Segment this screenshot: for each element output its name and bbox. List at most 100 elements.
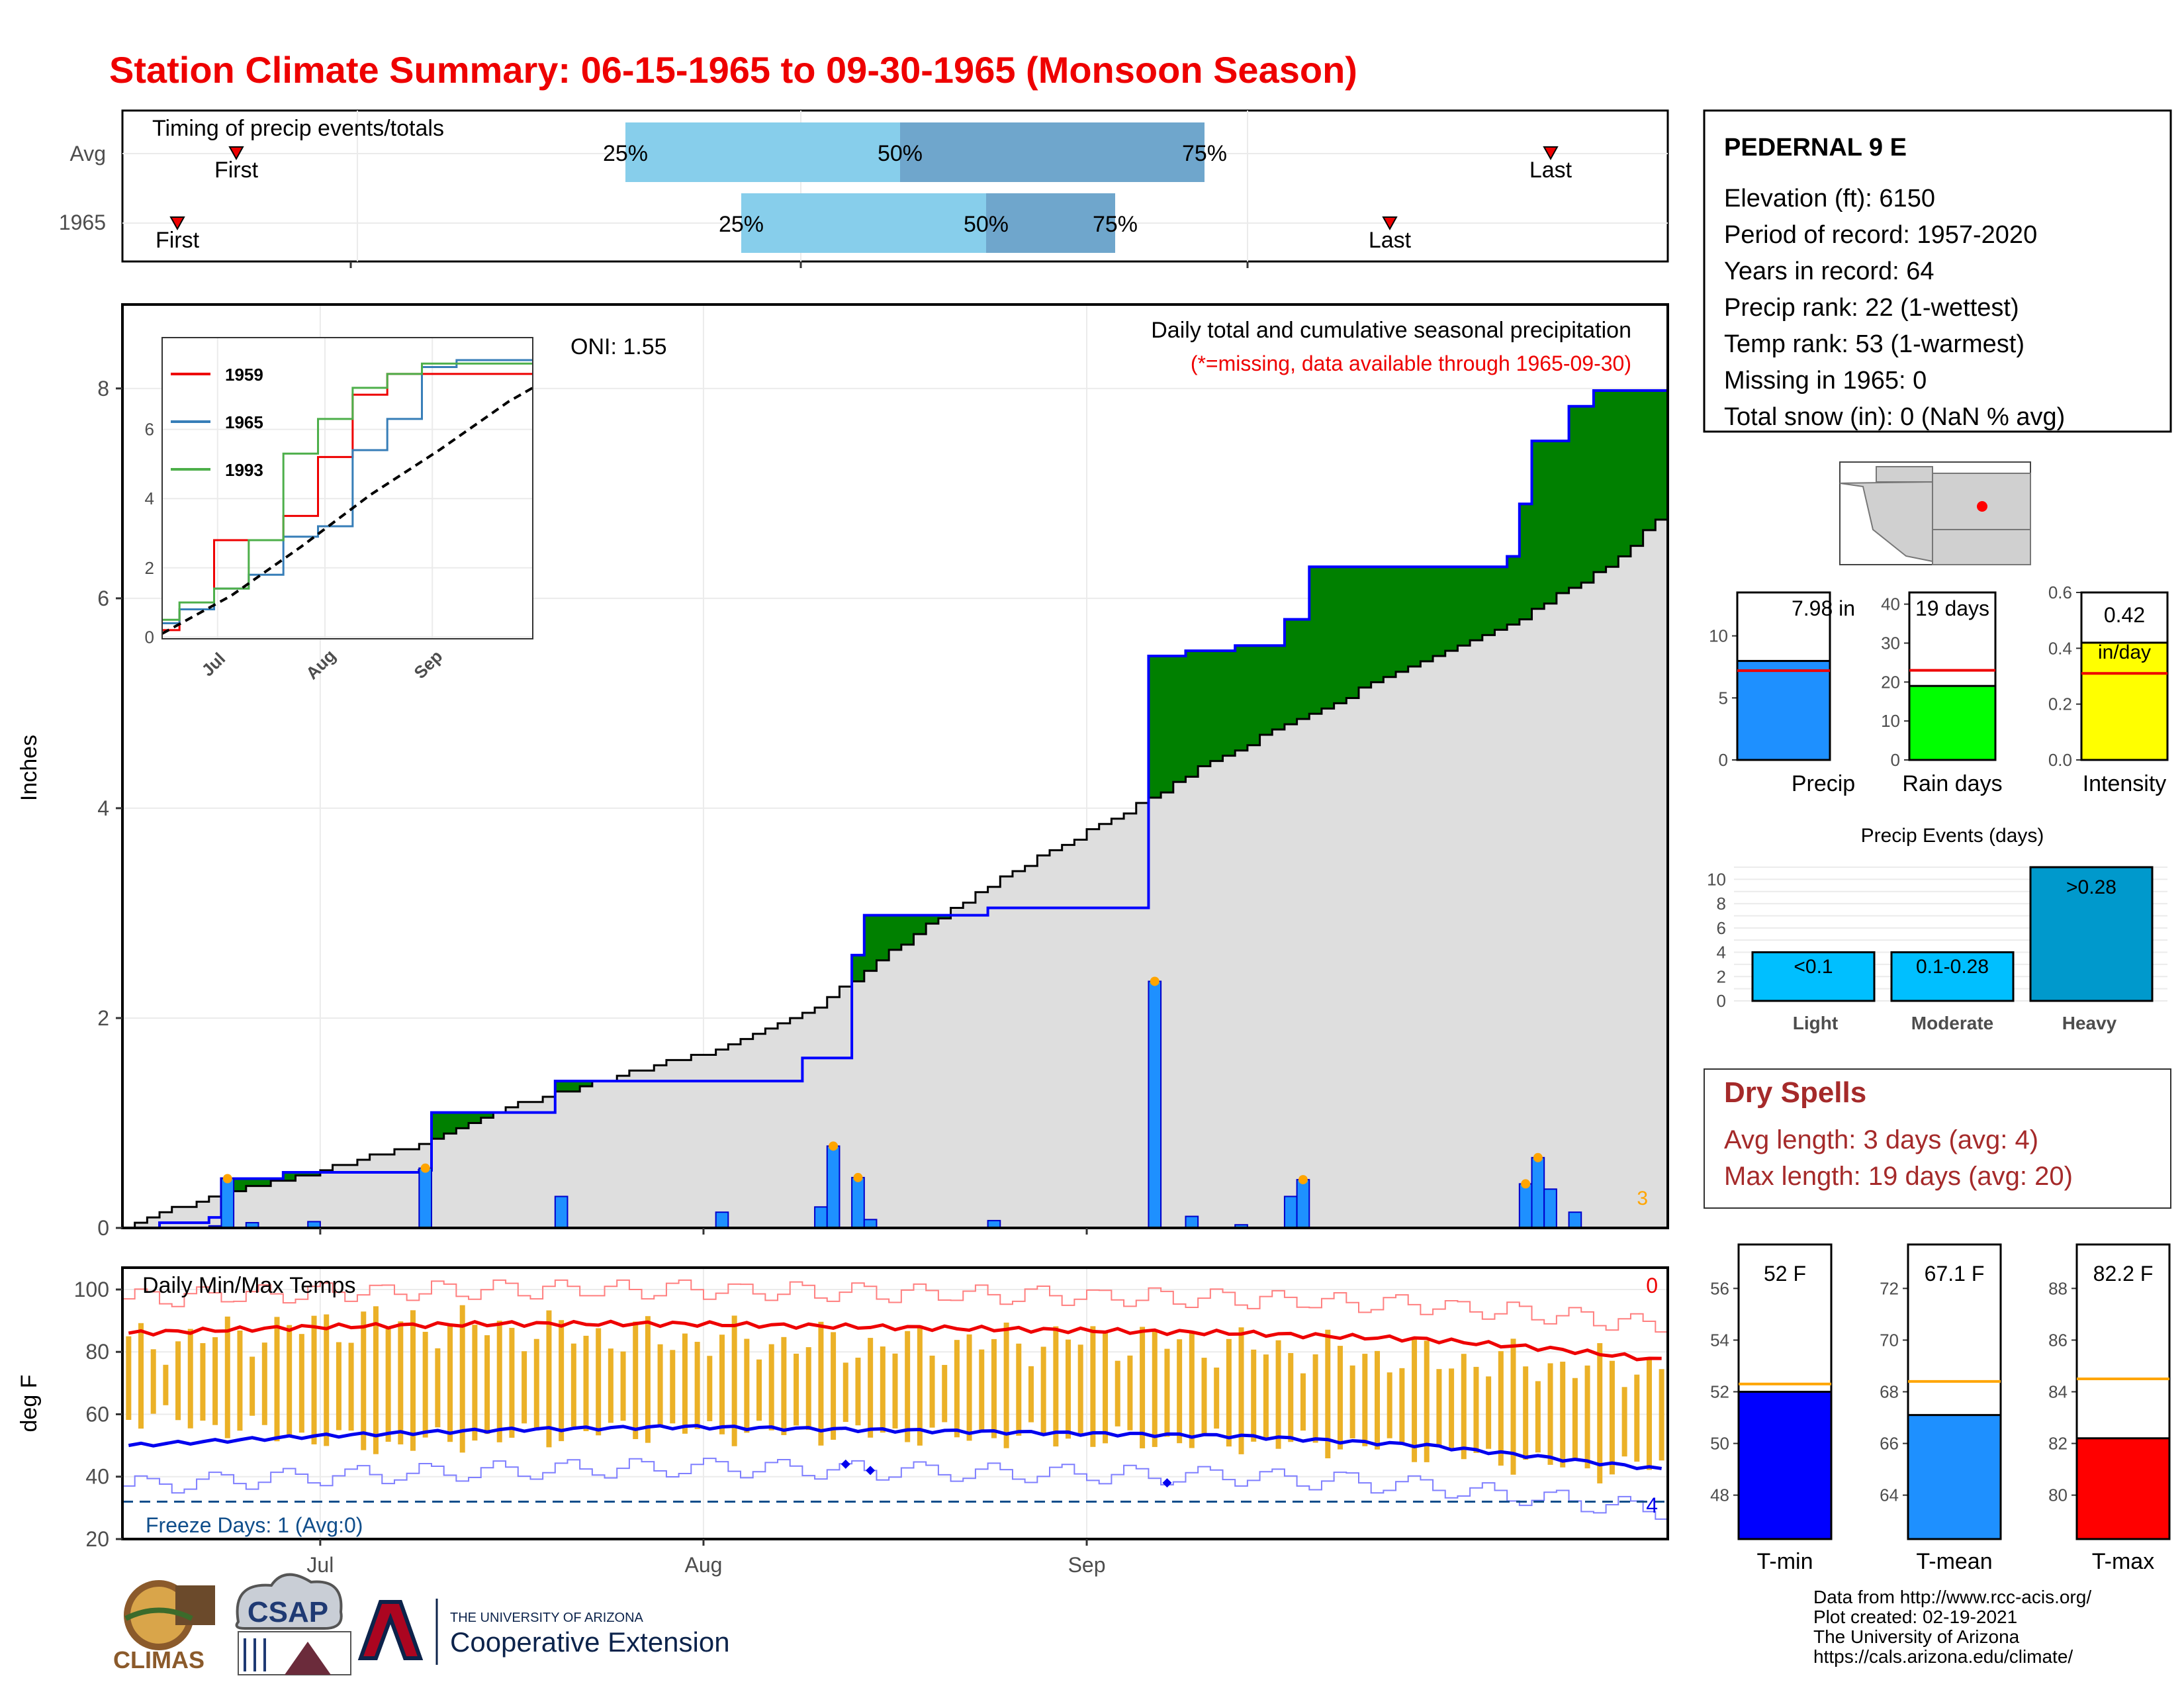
tmin-summary: 48 50 52 54 56 52 F T-min — [1710, 1243, 1833, 1574]
events-label-heavy: >0.28 — [2066, 876, 2116, 898]
events-bar-heavy — [2029, 866, 2154, 1002]
page-title: Station Climate Summary: 06-15-1965 to 0… — [109, 49, 1357, 91]
events-x-heavy: Heavy — [2062, 1013, 2117, 1033]
temp-summary-tick: 82 — [2048, 1434, 2068, 1454]
footer-line-4: https://cals.arizona.edu/climate/ — [1813, 1646, 2073, 1667]
daily-precip-bar — [1148, 980, 1162, 1229]
daily-temp-bar — [1634, 1374, 1640, 1462]
csap-logo: CSAP — [235, 1573, 351, 1675]
tmax-value-label: 82.2 F — [2093, 1262, 2154, 1286]
summary-tick: 0 — [1891, 750, 1900, 770]
daily-temp-bar — [1609, 1360, 1615, 1475]
daily-temp-bar — [1436, 1369, 1442, 1447]
events-x-light: Light — [1793, 1013, 1838, 1033]
tmax-bar — [2075, 1437, 2171, 1540]
main-x-ticks — [319, 1228, 1088, 1235]
ua-small-text: THE UNIVERSITY OF ARIZONA — [450, 1611, 644, 1625]
daily-temp-bar — [398, 1321, 404, 1445]
station-line-1: Elevation (ft): 6150 — [1724, 185, 1935, 212]
summary-tick: 20 — [1881, 672, 1900, 692]
daily-temp-bar — [707, 1356, 713, 1421]
daily-temp-bar — [1066, 1339, 1071, 1439]
daily-precip-bar — [554, 1196, 569, 1229]
temp-summary-tick: 84 — [2048, 1382, 2068, 1402]
daily-temp-bar — [818, 1321, 824, 1446]
daily-temp-bar — [298, 1334, 304, 1433]
events-y-tick: 2 — [1717, 966, 1726, 986]
daily-temp-bar — [855, 1357, 861, 1426]
inset-y-tick: 6 — [145, 420, 154, 440]
events-label-moderate: 0.1-0.28 — [1916, 956, 1989, 978]
inset-lines — [161, 359, 533, 635]
daily-temp-bar — [261, 1342, 267, 1425]
year-first-label: First — [156, 228, 200, 253]
avg-25-50-bar — [625, 122, 900, 182]
ua-big-text: Cooperative Extension — [450, 1626, 730, 1658]
station-line-2: Period of record: 1957-2020 — [1724, 221, 2037, 249]
daily-temp-bar — [966, 1334, 972, 1441]
events-y-tick: 6 — [1717, 918, 1726, 938]
temp-x-tick-aug: Aug — [684, 1553, 722, 1577]
daily-temp-bar — [694, 1342, 700, 1429]
record-marker — [1298, 1175, 1308, 1185]
daily-temp-bar — [1238, 1327, 1244, 1454]
tmean-bar — [1907, 1414, 2002, 1540]
daily-temp-bar — [324, 1314, 330, 1446]
record-marker — [853, 1172, 863, 1182]
daily-temp-bar — [237, 1330, 243, 1431]
daily-temp-bar — [645, 1316, 651, 1443]
temp-summary-tick: 68 — [1880, 1382, 1899, 1402]
inset-line-avg — [161, 387, 533, 635]
daily-temp-bar — [1226, 1338, 1232, 1447]
intensity-summary: 0.0 0.2 0.4 0.6 0.42 in/day Intensity — [2048, 583, 2169, 796]
avg-min-line — [128, 1424, 1662, 1471]
daily-temp-bar — [250, 1356, 255, 1416]
dry-spells-line-1: Avg length: 3 days (avg: 4) — [1724, 1125, 2038, 1154]
temp-summary-tick: 54 — [1710, 1330, 1729, 1350]
inset-legend: 1959 1965 1993 — [171, 365, 263, 480]
station-line-7: Total snow (in): 0 (NaN % avg) — [1724, 403, 2065, 431]
temp-x-tick-jul: Jul — [306, 1553, 334, 1577]
temp-summary-tick: 52 — [1710, 1382, 1729, 1402]
daily-temp-bar — [422, 1331, 428, 1438]
daily-temp-bar — [1523, 1366, 1529, 1460]
tmean-summary: 64 66 68 70 72 67.1 F T-mean — [1880, 1243, 2002, 1574]
record-marker — [1521, 1179, 1531, 1189]
summary-tick: 0.0 — [2048, 750, 2072, 770]
temp-y-label: deg F — [17, 1375, 42, 1432]
events-bar-moderate — [1890, 951, 2015, 1002]
daily-temp-bar — [311, 1315, 317, 1444]
temp-summary-bars: 48 50 52 54 56 52 F T-min 64 66 68 70 72 67.1 F … — [1710, 1243, 2171, 1574]
inset-line-1993 — [162, 362, 533, 621]
daily-temp-bar — [868, 1338, 874, 1438]
daily-temp-bar — [1263, 1354, 1269, 1440]
climas-logo: CLIMAS — [113, 1580, 215, 1673]
daily-temp-bar — [212, 1337, 218, 1425]
temp-summary-tick: 70 — [1880, 1330, 1899, 1350]
record-marker — [829, 1141, 839, 1151]
temp-y-tick: 80 — [85, 1340, 109, 1364]
year-p75-label: 75% — [1093, 212, 1138, 237]
dry-spells-box: Dry Spells Avg length: 3 days (avg: 4) M… — [1704, 1068, 2171, 1209]
summary-tick: 40 — [1881, 594, 1900, 614]
daily-temp-bar — [200, 1343, 206, 1421]
main-y-ticks: 0 2 4 6 8 — [97, 377, 122, 1240]
temp-summary-tick: 80 — [2048, 1485, 2068, 1505]
year-25-50-bar — [741, 193, 986, 253]
daily-temp-bar — [1424, 1340, 1430, 1462]
main-note-1: Daily total and cumulative seasonal prec… — [1151, 318, 1631, 343]
daily-temp-bar — [1201, 1358, 1207, 1434]
temp-y-tick: 40 — [85, 1465, 109, 1489]
record-max-line — [122, 1279, 1668, 1333]
record-low-marker — [866, 1466, 876, 1476]
daily-temp-bar — [1547, 1363, 1553, 1465]
daily-temp-bar — [731, 1315, 737, 1446]
tmax-summary: 80 82 84 86 88 82.2 F T-max — [2048, 1243, 2171, 1574]
avg-last-marker — [1543, 146, 1559, 161]
daily-precip-bar — [1185, 1215, 1199, 1229]
daily-temp-bar — [570, 1343, 576, 1427]
avg-p50-label: 50% — [878, 141, 923, 166]
daily-temp-bar — [1659, 1369, 1664, 1461]
daily-temp-bar — [682, 1333, 688, 1434]
daily-temp-bar — [719, 1335, 725, 1434]
